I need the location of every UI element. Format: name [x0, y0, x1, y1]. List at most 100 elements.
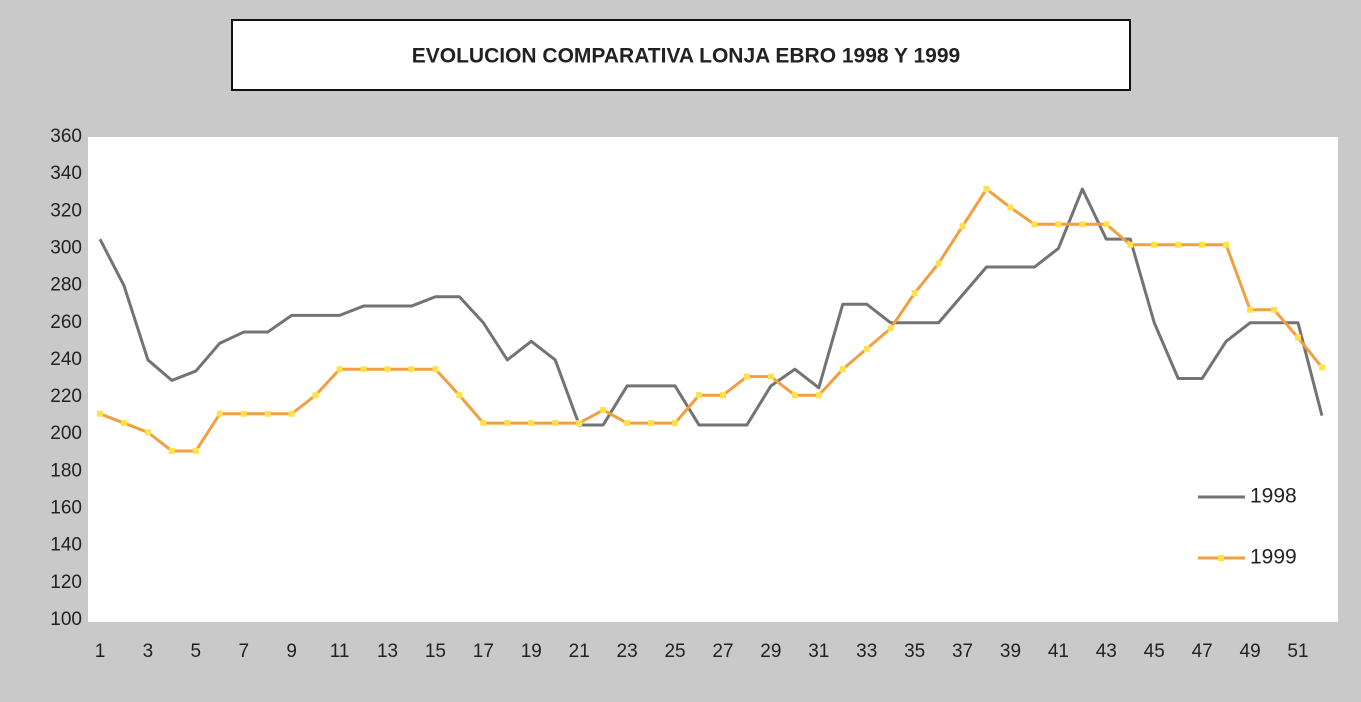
y-tick-label: 320	[50, 200, 82, 221]
marker	[815, 392, 822, 399]
x-tick-label: 31	[808, 641, 829, 662]
marker	[672, 420, 679, 427]
x-tick-label: 19	[521, 641, 542, 662]
y-tick-label: 360	[50, 126, 82, 147]
y-tick-label: 180	[50, 460, 82, 481]
legend-marker	[1218, 555, 1224, 561]
marker	[983, 186, 990, 193]
x-tick-label: 41	[1048, 641, 1069, 662]
marker	[1055, 221, 1062, 228]
x-tick-label: 1	[95, 641, 106, 662]
y-tick-label: 240	[50, 349, 82, 370]
marker	[1127, 241, 1134, 248]
marker	[288, 410, 295, 417]
series-line	[98, 187, 1324, 427]
x-tick-label: 43	[1096, 641, 1117, 662]
marker	[552, 420, 559, 427]
marker	[240, 410, 247, 417]
marker	[1223, 241, 1230, 248]
y-tick-label: 140	[50, 535, 82, 556]
marker	[863, 345, 870, 352]
x-tick-label: 13	[377, 641, 398, 662]
y-tick-label: 340	[50, 163, 82, 184]
marker	[1175, 241, 1182, 248]
marker	[1151, 241, 1158, 248]
marker	[120, 420, 127, 427]
x-tick-label: 17	[473, 641, 494, 662]
marker	[1247, 306, 1254, 313]
y-tick-label: 220	[50, 386, 82, 407]
marker	[1295, 334, 1301, 341]
marker	[791, 392, 798, 399]
title-box	[231, 19, 1131, 91]
plot-area	[88, 137, 1338, 622]
legend-label: 1999	[1250, 546, 1297, 569]
marker	[911, 290, 918, 297]
marker	[312, 392, 319, 399]
marker	[1103, 221, 1110, 228]
marker	[432, 366, 439, 373]
chart-title: EVOLUCION COMPARATIVA LONJA EBRO 1998 Y …	[412, 45, 960, 68]
marker	[696, 392, 702, 399]
marker	[1271, 306, 1278, 313]
x-tick-label: 51	[1287, 641, 1308, 662]
marker	[144, 429, 151, 436]
marker	[743, 373, 750, 380]
marker	[767, 373, 774, 380]
marker	[360, 366, 367, 373]
y-tick-label: 300	[50, 237, 82, 258]
x-tick-label: 45	[1144, 641, 1165, 662]
marker	[168, 447, 175, 454]
marker	[384, 366, 391, 373]
marker	[504, 420, 511, 427]
x-tick-label: 11	[330, 641, 350, 662]
marker	[192, 447, 199, 454]
x-tick-label: 29	[760, 641, 781, 662]
x-tick-label: 21	[569, 641, 590, 662]
x-tick-label: 15	[425, 641, 446, 662]
x-tick-label: 25	[664, 641, 685, 662]
y-tick-label: 160	[50, 498, 82, 519]
marker	[935, 260, 942, 267]
marker	[887, 325, 894, 332]
y-tick-label: 280	[50, 275, 82, 296]
x-tick-label: 39	[1000, 641, 1021, 662]
marker	[528, 420, 535, 427]
marker	[719, 392, 726, 399]
x-tick-label: 37	[952, 641, 973, 662]
marker	[1199, 241, 1206, 248]
x-tick-label: 33	[856, 641, 877, 662]
marker	[264, 410, 271, 417]
marker	[576, 420, 583, 427]
y-tick-label: 120	[50, 572, 82, 593]
marker	[1007, 204, 1014, 211]
marker	[408, 366, 415, 373]
y-tick-label: 200	[50, 423, 82, 444]
marker	[1318, 364, 1325, 371]
marker	[1031, 221, 1038, 228]
marker	[600, 407, 607, 414]
x-tick-label: 47	[1192, 641, 1213, 662]
marker	[839, 366, 846, 373]
marker	[1079, 221, 1086, 228]
x-tick-label: 9	[286, 641, 297, 662]
x-tick-label: 35	[904, 641, 925, 662]
x-tick-label: 7	[238, 641, 249, 662]
marker	[456, 392, 463, 399]
marker	[648, 420, 655, 427]
x-tick-label: 23	[617, 641, 638, 662]
marker	[97, 410, 103, 417]
series-line	[99, 187, 1324, 453]
x-tick-label: 5	[191, 641, 202, 662]
marker	[216, 410, 223, 417]
marker	[624, 420, 631, 427]
x-tick-label: 3	[143, 641, 154, 662]
y-tick-label: 100	[50, 609, 82, 630]
x-tick-label: 49	[1240, 641, 1261, 662]
marker	[959, 223, 966, 230]
legend-label: 1998	[1250, 485, 1297, 508]
marker	[480, 420, 487, 427]
marker	[336, 366, 343, 373]
